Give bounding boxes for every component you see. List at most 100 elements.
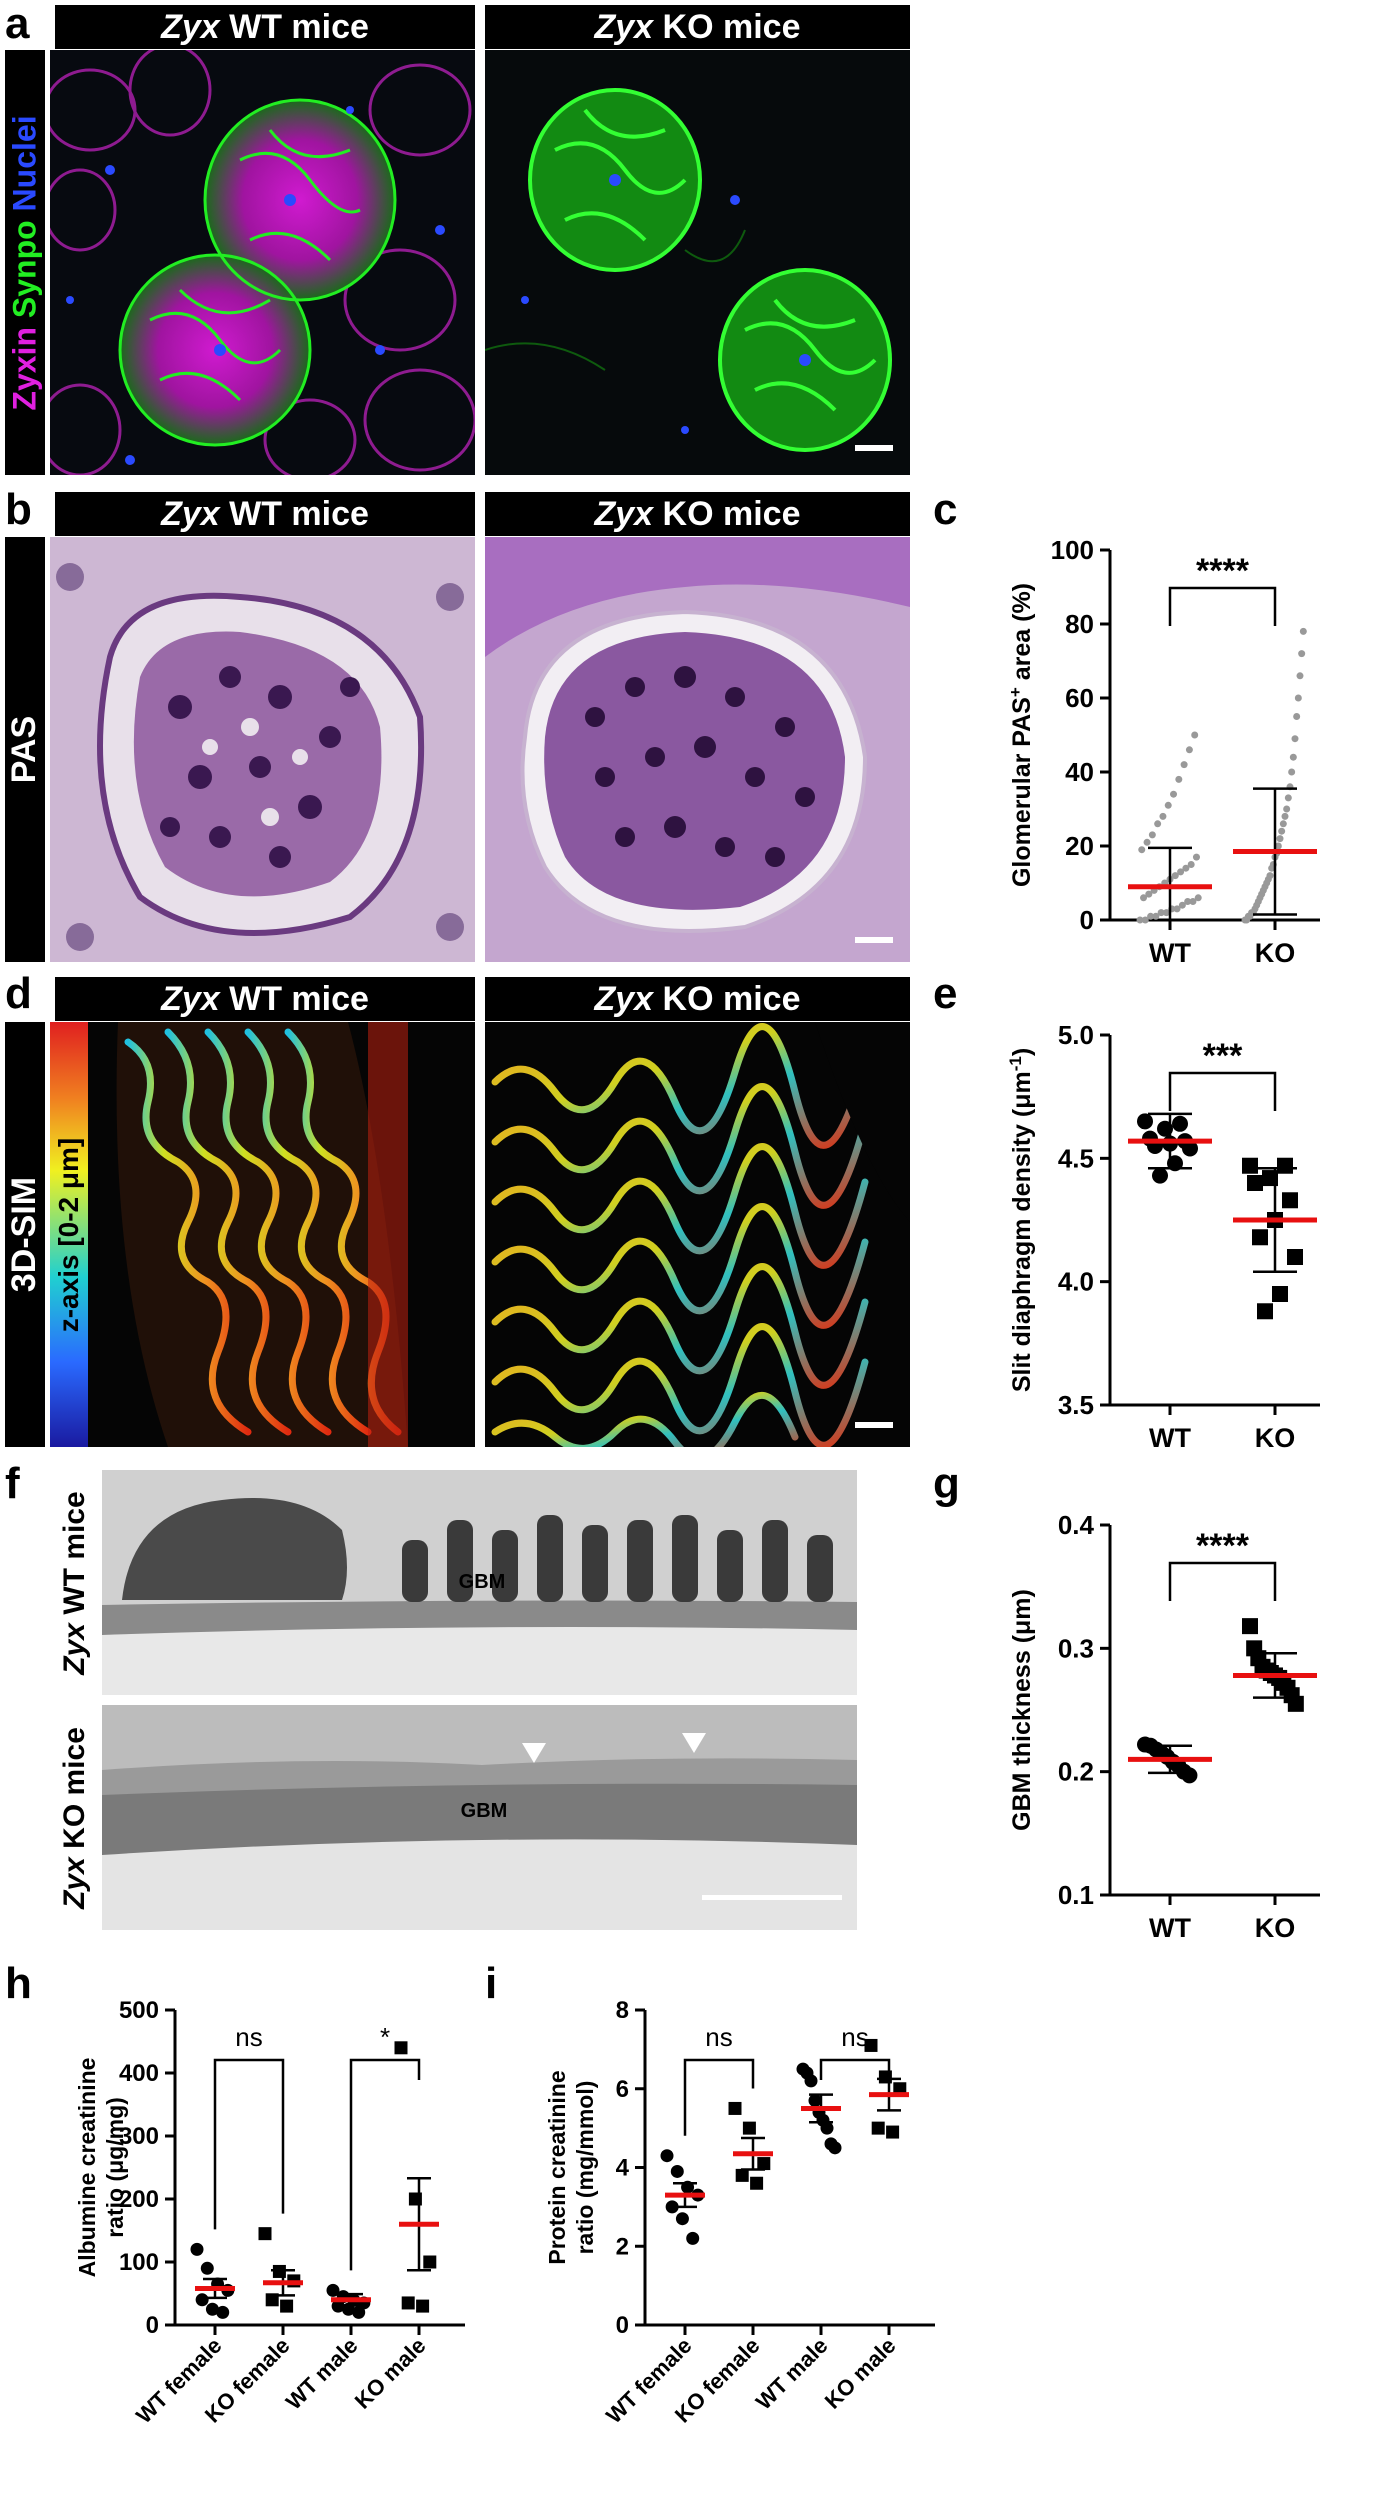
panel-a-stain-label: Zyxin Synpo Nuclei	[5, 50, 45, 475]
comparison-label: *	[380, 2022, 390, 2052]
data-point	[1170, 790, 1178, 798]
x-tick-label: WT male	[751, 2333, 833, 2415]
y-tick-label: 0	[1080, 905, 1094, 935]
side-label-text: 3D-SIM	[5, 1176, 44, 1293]
data-point	[205, 2302, 219, 2316]
comparison-label: ns	[841, 2022, 868, 2052]
scale-bar	[855, 1422, 893, 1428]
data-point	[1145, 890, 1153, 898]
data-point	[1184, 898, 1192, 905]
significance-bracket	[1168, 1071, 1277, 1111]
data-point	[757, 2157, 771, 2171]
gene-name: Zyx	[161, 8, 220, 46]
significance-bracket	[1168, 1561, 1277, 1601]
panel-d-image-ko	[485, 1022, 910, 1447]
y-axis-label: ratio (mg/mmol)	[572, 2081, 598, 2255]
y-tick-label: 0.2	[1058, 1757, 1094, 1787]
data-point	[1137, 1113, 1153, 1130]
data-point	[808, 2094, 822, 2108]
x-tick-label: WT	[1149, 1423, 1191, 1450]
data-point	[1257, 1303, 1273, 1320]
panel-letter-i: i	[485, 1959, 498, 2008]
y-tick-label: 80	[1065, 609, 1094, 639]
x-tick-label: KO	[1255, 1913, 1296, 1940]
data-point	[675, 2212, 689, 2226]
comparison-bracket	[819, 2058, 891, 2080]
y-tick-label: 0	[146, 2312, 159, 2339]
y-tick-label: 4	[616, 2155, 630, 2182]
gene-name: Zyx	[161, 495, 220, 533]
data-point	[1178, 901, 1186, 909]
data-point	[670, 2164, 684, 2178]
panel-a-header-wt: Zyx WT mice	[55, 5, 475, 49]
data-point	[665, 2200, 679, 2214]
y-tick-label: 5.0	[1058, 1020, 1094, 1050]
data-point	[1157, 909, 1165, 917]
header-text: KO mice	[662, 8, 801, 46]
x-tick-label: KO	[1255, 1423, 1296, 1450]
data-point	[1298, 650, 1306, 658]
data-point	[1281, 812, 1289, 820]
panel-letter-f: f	[5, 1459, 20, 1508]
data-point	[871, 2121, 885, 2135]
panel-a-image-ko	[485, 50, 910, 475]
panel-f-em-ko: GBM	[102, 1705, 857, 1930]
data-point	[1284, 794, 1292, 802]
data-point	[1277, 1157, 1293, 1174]
data-point	[1278, 827, 1286, 835]
y-tick-label: 4.0	[1058, 1267, 1094, 1297]
y-axis-label: GBM thickness (μm)	[1008, 1589, 1036, 1831]
data-point	[660, 2149, 674, 2163]
data-point	[1152, 912, 1160, 920]
header-text: KO mice	[662, 980, 801, 1018]
data-point	[394, 2041, 408, 2055]
data-point	[1289, 753, 1297, 761]
gbm-label: GBM	[459, 1571, 506, 1593]
data-point	[1288, 768, 1296, 776]
data-point	[828, 2141, 842, 2155]
data-point	[1194, 894, 1202, 902]
panel-d-side-label: 3D-SIM	[5, 1022, 45, 1447]
significance-bracket	[1168, 586, 1277, 626]
gene-name: Zyx	[161, 980, 220, 1018]
panel-a-header-ko: Zyx KO mice	[485, 5, 910, 49]
side-label-text: PAS	[5, 715, 44, 784]
data-point	[331, 2299, 345, 2313]
header-text: KO mice	[662, 495, 801, 533]
panel-d-image-wt	[88, 1022, 475, 1447]
x-tick-label: KO male	[820, 2333, 901, 2414]
data-point	[416, 2299, 430, 2313]
y-tick-label: 40	[1065, 757, 1094, 787]
y-tick-label: 300	[119, 2123, 159, 2150]
data-point	[1287, 1249, 1303, 1265]
gbm-label: GBM	[461, 1800, 508, 1822]
y-tick-label: 0.3	[1058, 1633, 1094, 1663]
scale-bar	[855, 445, 893, 451]
data-point	[742, 2121, 756, 2135]
y-axis-label: Glomerular PAS+ area (%)	[1006, 583, 1037, 887]
zaxis-label: z-axis [0-2 μm]	[53, 1137, 84, 1332]
stain-zyxin: Zyxin	[6, 326, 43, 411]
chart-g: 0.1 0.2 0.3 0.4 WT KO GBM thickness (μm) ****	[1008, 1510, 1320, 1940]
data-point	[1252, 1229, 1268, 1246]
data-point	[1177, 868, 1185, 876]
data-point	[804, 2074, 818, 2088]
x-tick-label: KO	[1255, 938, 1296, 965]
data-point	[1242, 1157, 1258, 1174]
data-point	[1162, 909, 1170, 917]
gene-name: Zyx	[594, 980, 654, 1018]
panel-letter-b: b	[5, 485, 32, 534]
data-point	[1294, 694, 1302, 702]
stain-nuclei: Nuclei	[6, 114, 43, 211]
panel-letter-a: a	[5, 0, 30, 48]
data-point	[1191, 731, 1199, 739]
panel-b-header-wt: Zyx WT mice	[55, 492, 475, 536]
chart-e: 3.5 4.0 4.5 5.0 WT KO Slit diaphragm density (…	[1006, 1020, 1320, 1450]
data-point	[1136, 916, 1144, 924]
data-point	[1187, 861, 1195, 868]
panel-f-em-wt: GBM	[102, 1470, 857, 1695]
data-point	[190, 2242, 204, 2256]
y-tick-label: 500	[119, 1997, 159, 2024]
